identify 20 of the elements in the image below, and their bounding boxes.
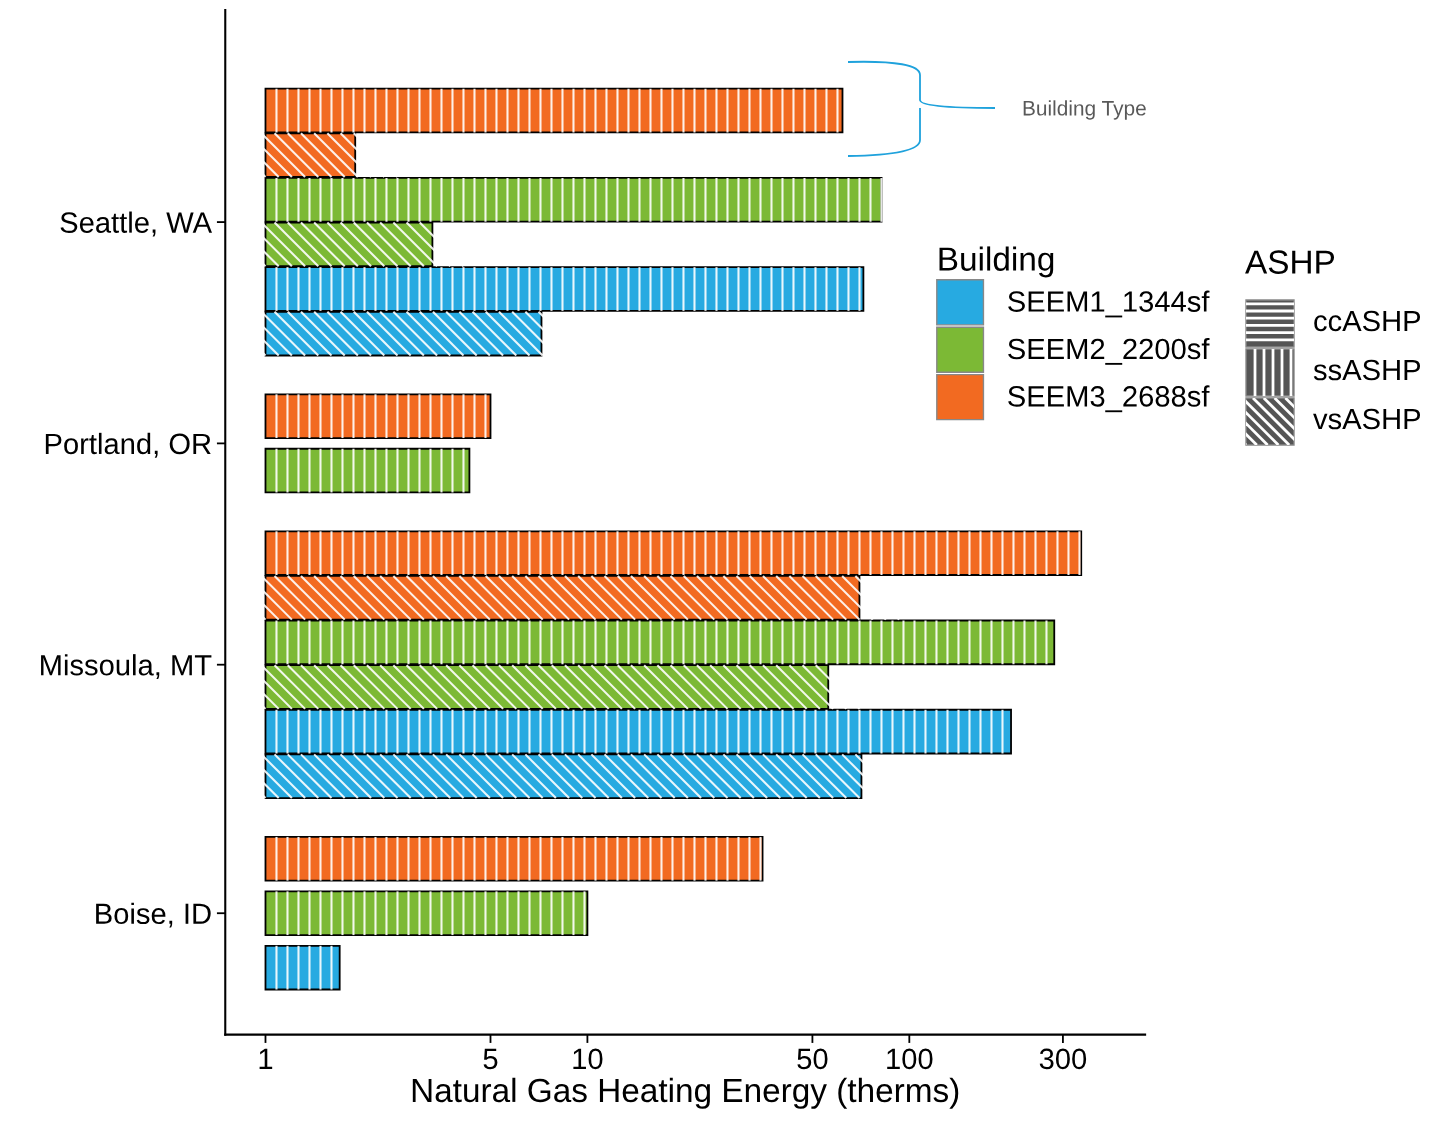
text: ASHP [1245, 250, 1335, 274]
annotation: Building Type [1023, 100, 1146, 120]
y-tick-label: Missoula, MT [41, 654, 212, 679]
legend-label: SEEM3_2688sf [1008, 385, 1210, 413]
legend-title: Building [939, 246, 1054, 278]
x-tick-label: 300 [1039, 1048, 1087, 1070]
x-tick-label: 1 [259, 1048, 273, 1069]
text: ssASHP [1313, 359, 1421, 381]
x-tick-label: 100 [887, 1048, 933, 1070]
y-tick-label: Seattle, WA [60, 211, 213, 237]
text: vsASHP [1313, 408, 1421, 430]
legend-label: SEEM1_1344sf [1008, 290, 1210, 318]
x-axis-title: Natural Gas Heating Energy (therms) [412, 1077, 959, 1109]
legend-label: SEEM2_2200sf [1008, 337, 1210, 365]
x-tick-label: 10 [573, 1048, 603, 1070]
x-tick-label: 5 [483, 1048, 498, 1070]
y-tick-label: Boise, ID [96, 902, 211, 928]
x-tick-label: 50 [797, 1048, 828, 1070]
y-tick-label: Portland, OR [45, 432, 211, 458]
text: ccASHP [1314, 310, 1421, 332]
